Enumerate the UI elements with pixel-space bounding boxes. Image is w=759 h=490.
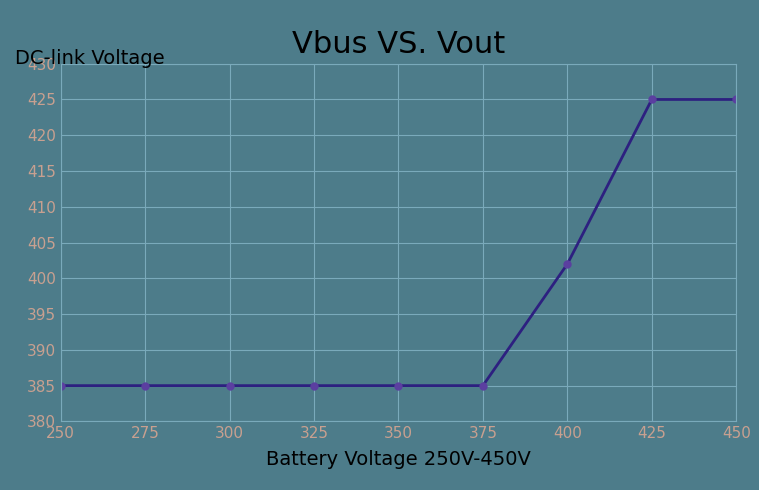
Title: Vbus VS. Vout: Vbus VS. Vout bbox=[292, 29, 505, 59]
X-axis label: Battery Voltage 250V-450V: Battery Voltage 250V-450V bbox=[266, 450, 531, 468]
Text: DC-link Voltage: DC-link Voltage bbox=[15, 49, 165, 68]
